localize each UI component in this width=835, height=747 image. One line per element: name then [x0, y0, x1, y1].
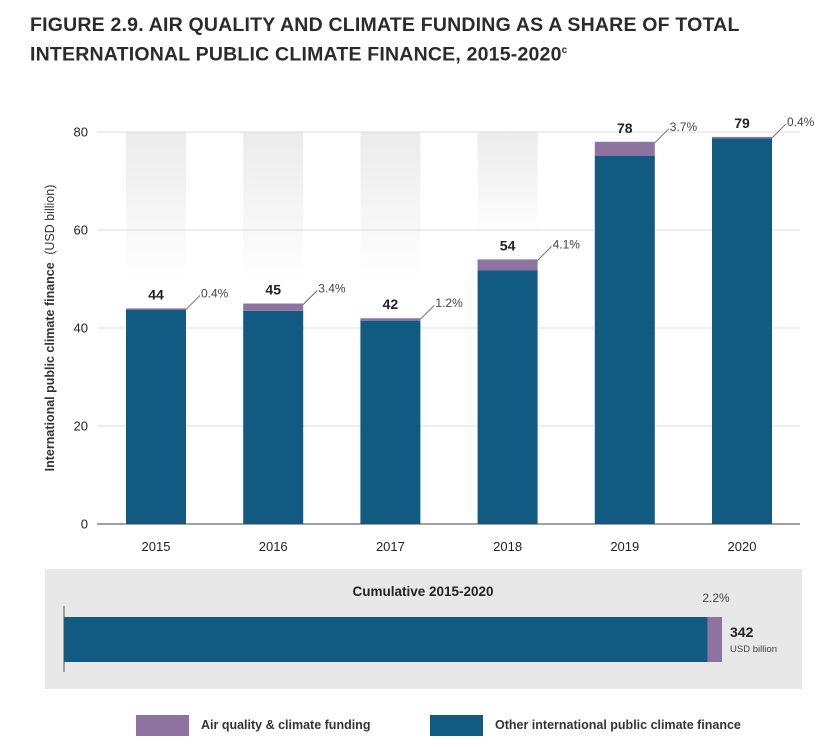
y-tick-label: 80: [74, 125, 88, 140]
bar-shade: [477, 132, 538, 238]
bar-air-quality: [243, 303, 304, 311]
bar-other-finance: [477, 270, 538, 524]
title-line-1: FIGURE 2.9. AIR QUALITY AND CLIMATE FUND…: [30, 14, 740, 36]
x-tick-label: 2019: [610, 539, 639, 554]
legend-label-air-quality: Air quality & climate funding: [201, 718, 371, 732]
share-leader-line: [420, 304, 435, 320]
x-tick-label: 2020: [728, 539, 757, 554]
share-leader-line: [771, 123, 787, 139]
bar-shade: [126, 132, 186, 282]
bar-other-finance: [360, 320, 421, 524]
legend-item-air-quality: Air quality & climate funding: [136, 714, 370, 736]
x-tick-label: 2016: [259, 539, 288, 554]
legend-swatch-air-quality: [136, 714, 189, 736]
title-line-2: INTERNATIONAL PUBLIC CLIMATE FINANCE, 20…: [30, 43, 562, 66]
gridlines: [97, 131, 800, 427]
bar-air-quality: [126, 308, 186, 310]
share-percent-label: 0.4%: [201, 286, 229, 300]
bar-other-finance: [594, 156, 655, 524]
share-percent-label: 1.2%: [435, 296, 463, 310]
bar-other-finance: [712, 138, 772, 524]
x-tick-label: 2015: [142, 539, 171, 554]
bar-total-label: 79: [734, 115, 750, 131]
share-leader-line: [537, 246, 552, 261]
y-axis-label-unit: (USD billion): [43, 185, 57, 255]
title-footnote-marker: c: [561, 45, 568, 56]
bar-total-label: 44: [148, 286, 164, 302]
bar-total-label: 78: [617, 120, 633, 136]
y-axis-label: International public climate finance (US…: [43, 185, 57, 472]
cumulative-title: Cumulative 2015-2020: [352, 584, 493, 599]
bar-other-finance: [126, 309, 186, 524]
bar-air-quality: [594, 141, 655, 157]
cumulative-bar-other-finance: [64, 617, 708, 662]
share-leader-line: [185, 295, 201, 310]
bar-background-shades: [126, 132, 538, 282]
share-percent-label: 3.4%: [318, 282, 346, 296]
cumulative-total-label: 342: [730, 624, 754, 640]
y-tick-label: 20: [74, 419, 88, 434]
bar-total-label: 45: [265, 282, 281, 298]
bar-total-label: 42: [383, 296, 399, 312]
legend-swatch-other: [430, 714, 483, 736]
bar-air-quality: [360, 318, 421, 321]
share-percent-label: 3.7%: [670, 120, 698, 134]
y-axis-label-main: International public climate finance: [43, 262, 57, 471]
share-percent-label: 4.1%: [553, 237, 581, 251]
bar-air-quality: [477, 259, 538, 271]
figure-title: FIGURE 2.9. AIR QUALITY AND CLIMATE FUND…: [30, 12, 810, 68]
bar-shade: [243, 132, 304, 282]
cumulative-share-label: 2.2%: [702, 591, 730, 605]
y-tick-label: 0: [81, 517, 88, 532]
cumulative-panel: Cumulative 2015-2020 2.2% 342 USD billion: [45, 569, 802, 689]
cumulative-bar-air-quality: [707, 617, 722, 662]
share-leader-line: [654, 128, 670, 144]
share-leader-line: [302, 290, 318, 305]
x-tick-label: 2017: [376, 539, 405, 554]
bars: [126, 136, 772, 524]
legend-item-other: Other international public climate finan…: [430, 714, 741, 736]
bar-other-finance: [243, 310, 304, 524]
legend-label-other: Other international public climate finan…: [495, 718, 741, 732]
x-tick-label: 2018: [493, 539, 522, 554]
bar-air-quality: [712, 136, 772, 139]
bar-shade: [360, 132, 421, 282]
share-percent-label: 0.4%: [787, 115, 815, 129]
y-tick-label: 60: [74, 223, 88, 238]
bar-labels: 44 0.4% 45 3.4% 42 1.2% 54 4.1% 78 3.7% 79 0.4%: [148, 115, 815, 320]
axes: 0 20 40 60 80 2015 2016 2017 2018 2019 2020: [74, 125, 800, 554]
bar-total-label: 54: [500, 237, 516, 253]
cumulative-unit-label: USD billion: [730, 644, 777, 655]
y-tick-label: 40: [74, 321, 88, 336]
